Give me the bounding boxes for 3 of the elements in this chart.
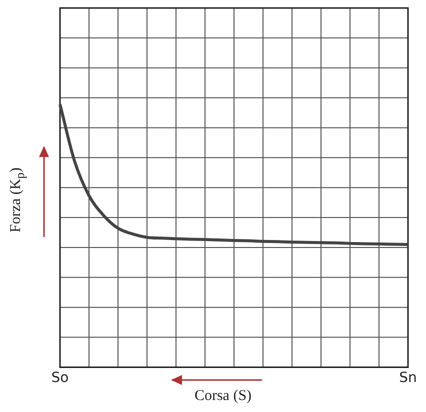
x-tick-label: Sn <box>399 370 417 386</box>
x-axis-title: Corsa (S) <box>193 388 253 405</box>
x-tick-label: So <box>51 370 69 386</box>
